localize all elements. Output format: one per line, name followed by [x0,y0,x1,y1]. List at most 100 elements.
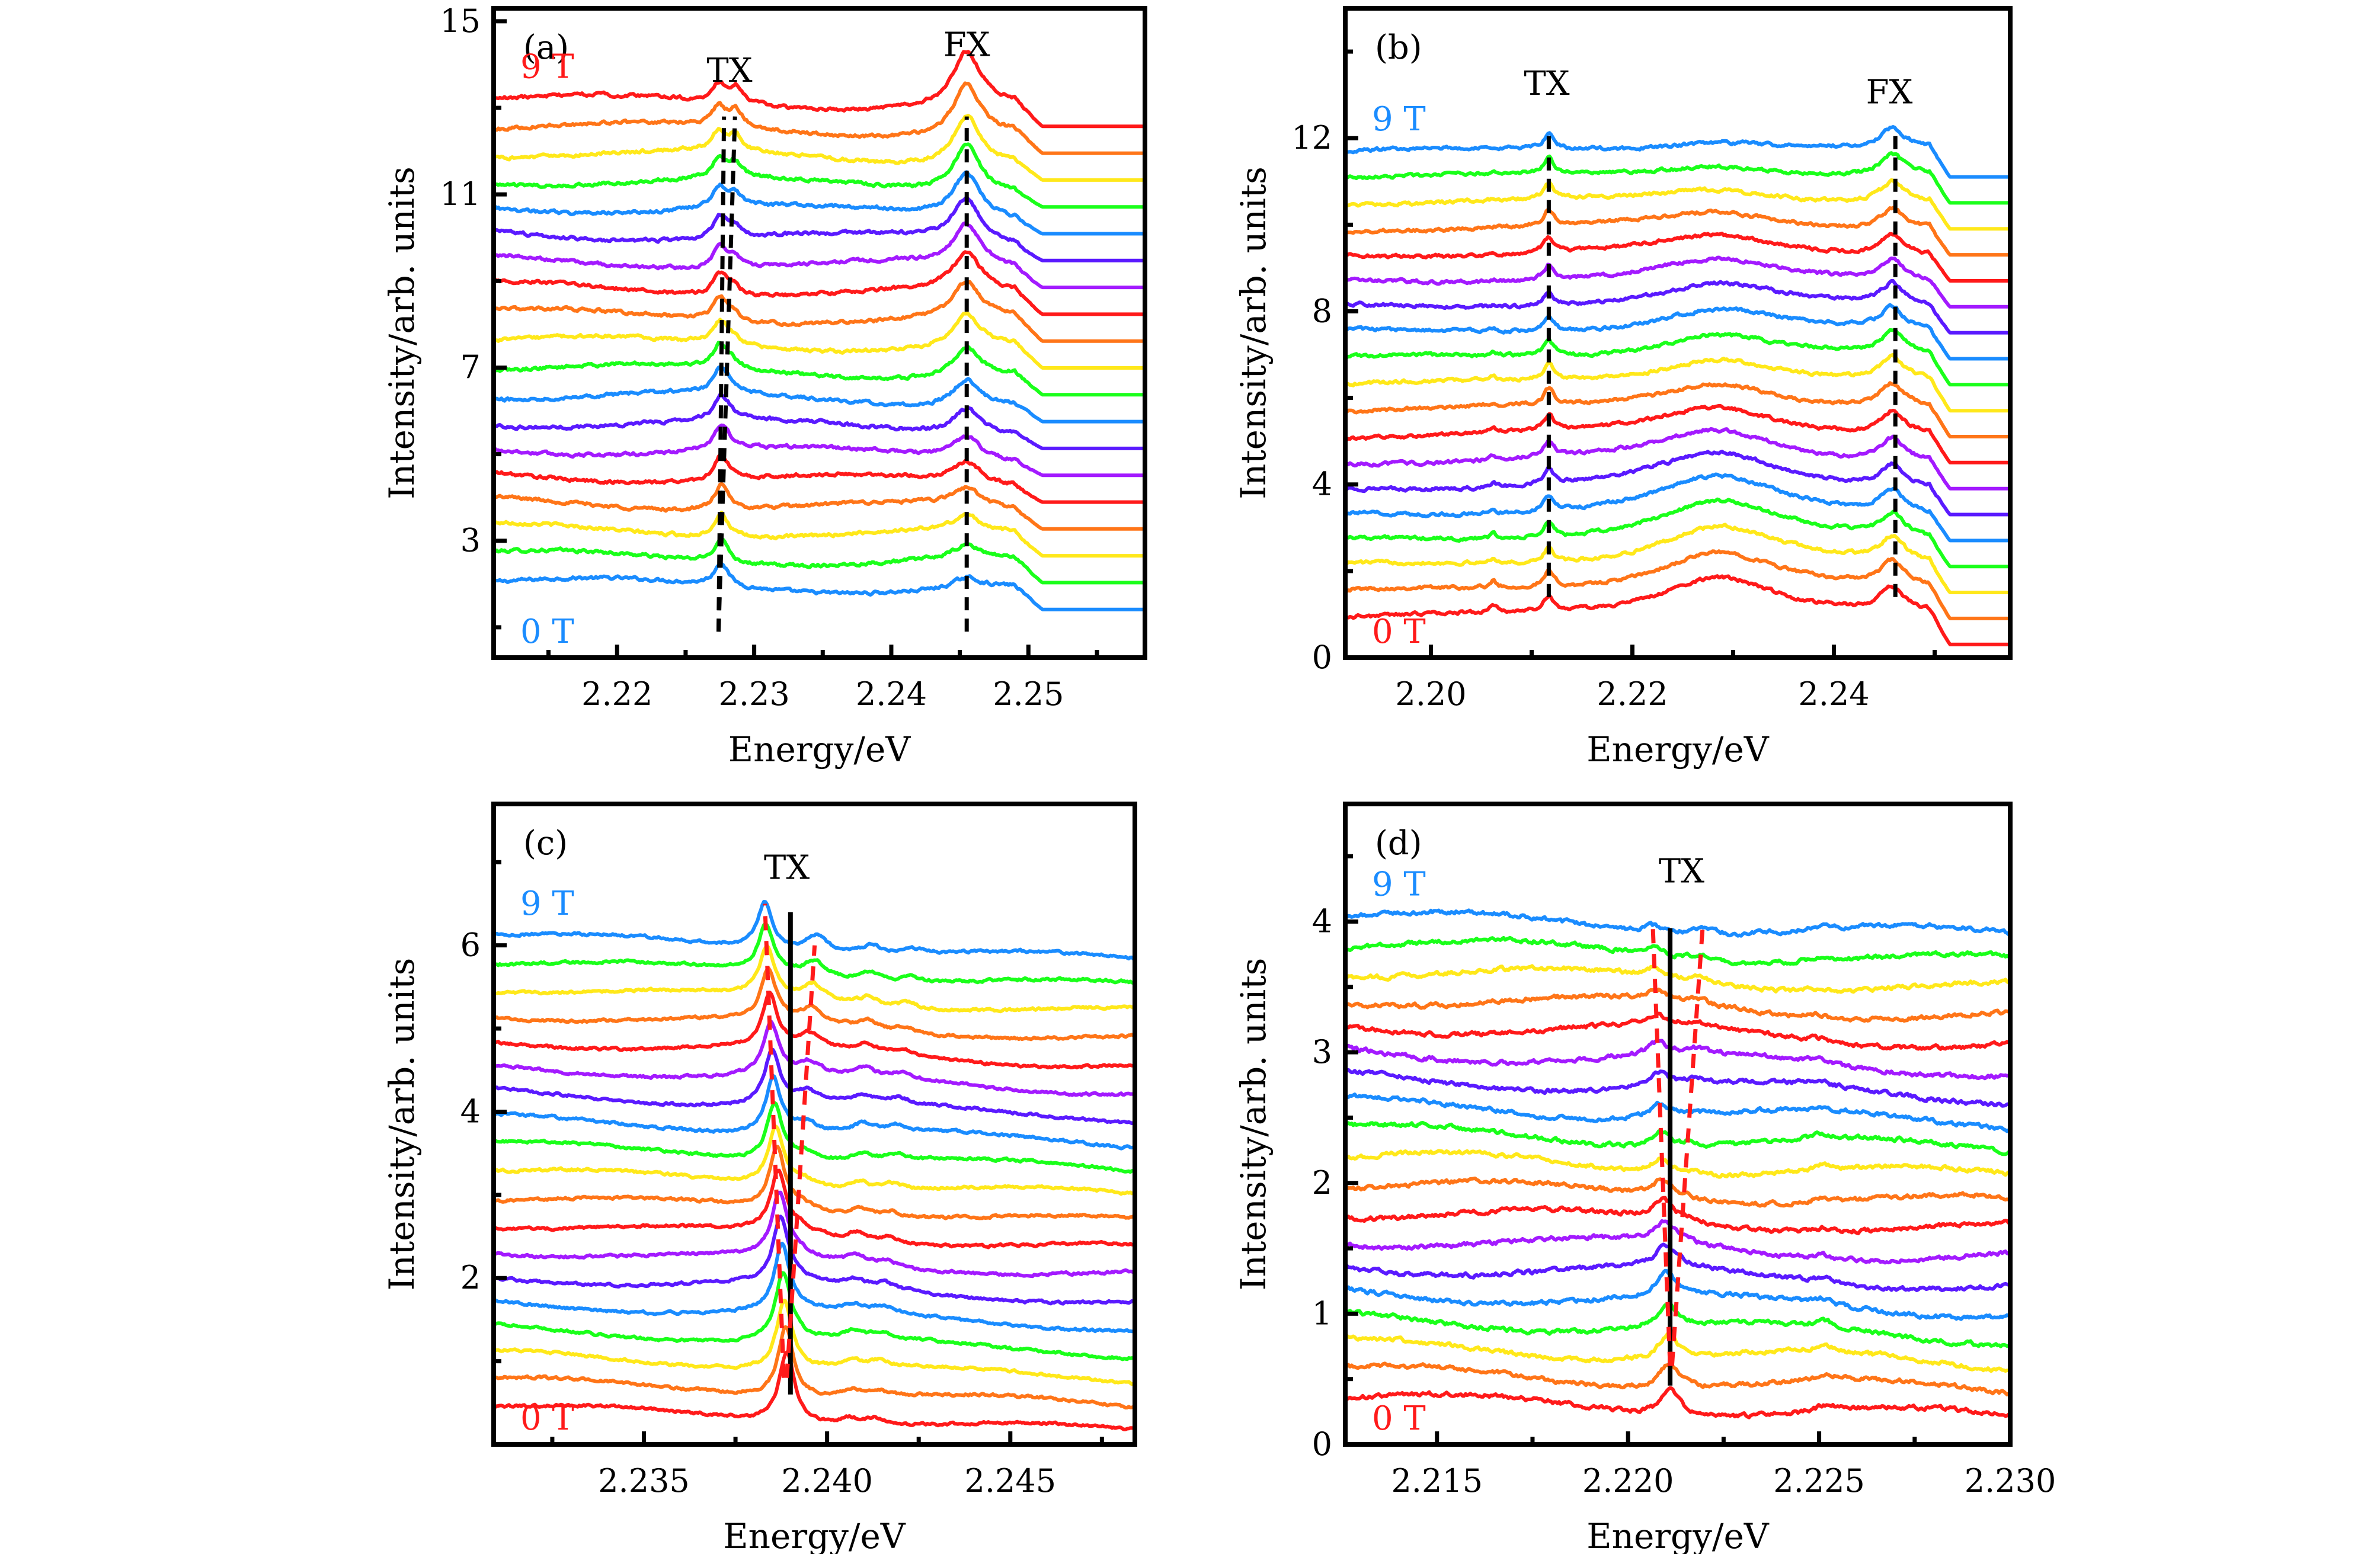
x-tick-label: 2.220 [1582,1462,1674,1499]
trace-0.5T [494,1325,1135,1410]
trace-2T [494,1241,1135,1334]
trace-6.5T [1345,1039,2010,1081]
y-axis-label: Intensity/arb. units [382,166,422,499]
plot-frame [1343,802,2013,1447]
trace-0.5T [1345,549,2010,620]
guide-line-1 [763,903,786,1378]
y-tick-label: 0 [1312,639,1332,676]
trace-0.5T [1345,1361,2010,1396]
y-tick-label: 1 [1312,1295,1332,1332]
y-tick-label: 4 [1312,466,1332,503]
x-axis-label: Energy/eV [1586,729,1770,770]
y-tick-label: 4 [460,1092,481,1130]
trace-9T [494,900,1135,961]
field-label-max: 9 T [520,48,574,86]
trace-3.5T [494,1168,1135,1249]
trace-6.5T [494,1019,1135,1097]
trace-5T [1345,1121,2010,1156]
trace-5T [494,280,1145,343]
y-axis-label: Intensity/arb. units [382,958,422,1291]
field-label-zero: 0 T [1372,613,1426,651]
trace-8T [494,943,1135,1014]
trace-7.5T [1345,988,2010,1023]
trace-8.5T [1345,151,2010,205]
trace-1T [1345,523,2010,594]
y-tick-label: 3 [460,522,481,559]
trace-6.5T [494,196,1145,262]
panel-label: (d) [1375,824,1422,863]
x-tick-label: 2.22 [1597,675,1668,713]
trace-2.5T [494,423,1145,478]
trace-4.5T [1345,1149,2010,1179]
trace-0.5T [494,537,1145,585]
x-tick-label: 2.24 [1798,675,1869,713]
y-tick-label: 2 [460,1259,481,1296]
trace-1T [494,510,1145,558]
x-tick-label: 2.225 [1773,1462,1865,1499]
field-label-max: 9 T [520,885,574,923]
y-axis-label: Intensity/arb. units [1233,166,1274,499]
trace-3T [494,393,1145,450]
x-axis-label: Energy/eV [1586,1516,1770,1554]
peak-annotation-tx: TX [706,52,752,90]
trace-4T [1345,1176,2010,1208]
trace-0T [1345,1386,2010,1420]
trace-6T [1345,278,2010,335]
x-tick-label: 2.240 [781,1462,873,1499]
y-tick-label: 0 [1312,1425,1332,1463]
trace-7.5T [494,966,1135,1042]
trace-3T [494,1190,1135,1279]
trace-1T [1345,1331,2010,1373]
trace-2.5T [1345,450,2010,517]
trace-4T [494,1145,1135,1220]
trace-6T [494,221,1145,290]
peak-annotation-tx: TX [1524,65,1569,103]
panel-label: (b) [1375,28,1422,67]
trace-0T [1345,574,2010,646]
y-tick-label: 4 [1312,903,1332,940]
field-label-zero: 0 T [520,1399,574,1438]
guide-line-0 [716,116,727,632]
panel-b: 2.20 2.22 2.24 0 4 8 12 Energy/eV Intensity/arb.… [1233,6,2013,770]
y-tick-label: 7 [460,348,481,386]
trace-5.5T [494,250,1145,316]
plot-frame [1343,6,2013,660]
trace-9T [1345,908,2010,938]
trace-4T [494,341,1145,397]
y-tick-label: 15 [440,2,481,40]
trace-6.5T [1345,255,2010,309]
field-label-zero: 0 T [520,613,574,651]
trace-0T [494,562,1145,611]
trace-1.5T [1345,497,2010,569]
trace-3.5T [494,365,1145,424]
traces-group [1345,125,2010,646]
y-tick-label: 3 [1312,1033,1332,1071]
field-label-zero: 0 T [1372,1399,1426,1438]
trace-4T [1345,381,2010,438]
traces-group [494,900,1135,1431]
trace-1.5T [494,1271,1135,1361]
trace-3.5T [1345,1196,2010,1236]
peak-annotation-tx: TX [1659,852,1704,890]
trace-2.5T [494,1215,1135,1306]
panel-label: (a) [523,28,569,67]
trace-8T [1345,964,2010,994]
traces-group [1345,908,2010,1420]
x-tick-label: 2.235 [598,1462,690,1499]
peak-annotation-tx: TX [764,848,810,887]
trace-8.5T [1345,935,2010,966]
trace-9T [1345,125,2010,179]
x-tick-label: 2.25 [993,675,1064,713]
panel-label: (c) [523,824,568,863]
guide-line-2 [1669,928,1705,1366]
trace-7T [494,991,1135,1070]
y-tick-label: 12 [1291,119,1332,156]
trace-4.5T [494,1124,1135,1196]
trace-8.5T [494,81,1145,155]
traces-group [494,50,1145,611]
x-tick-label: 2.24 [856,675,927,713]
x-tick-label: 2.20 [1395,675,1466,713]
trace-3.5T [1345,404,2010,464]
trace-5.5T [1345,303,2010,361]
